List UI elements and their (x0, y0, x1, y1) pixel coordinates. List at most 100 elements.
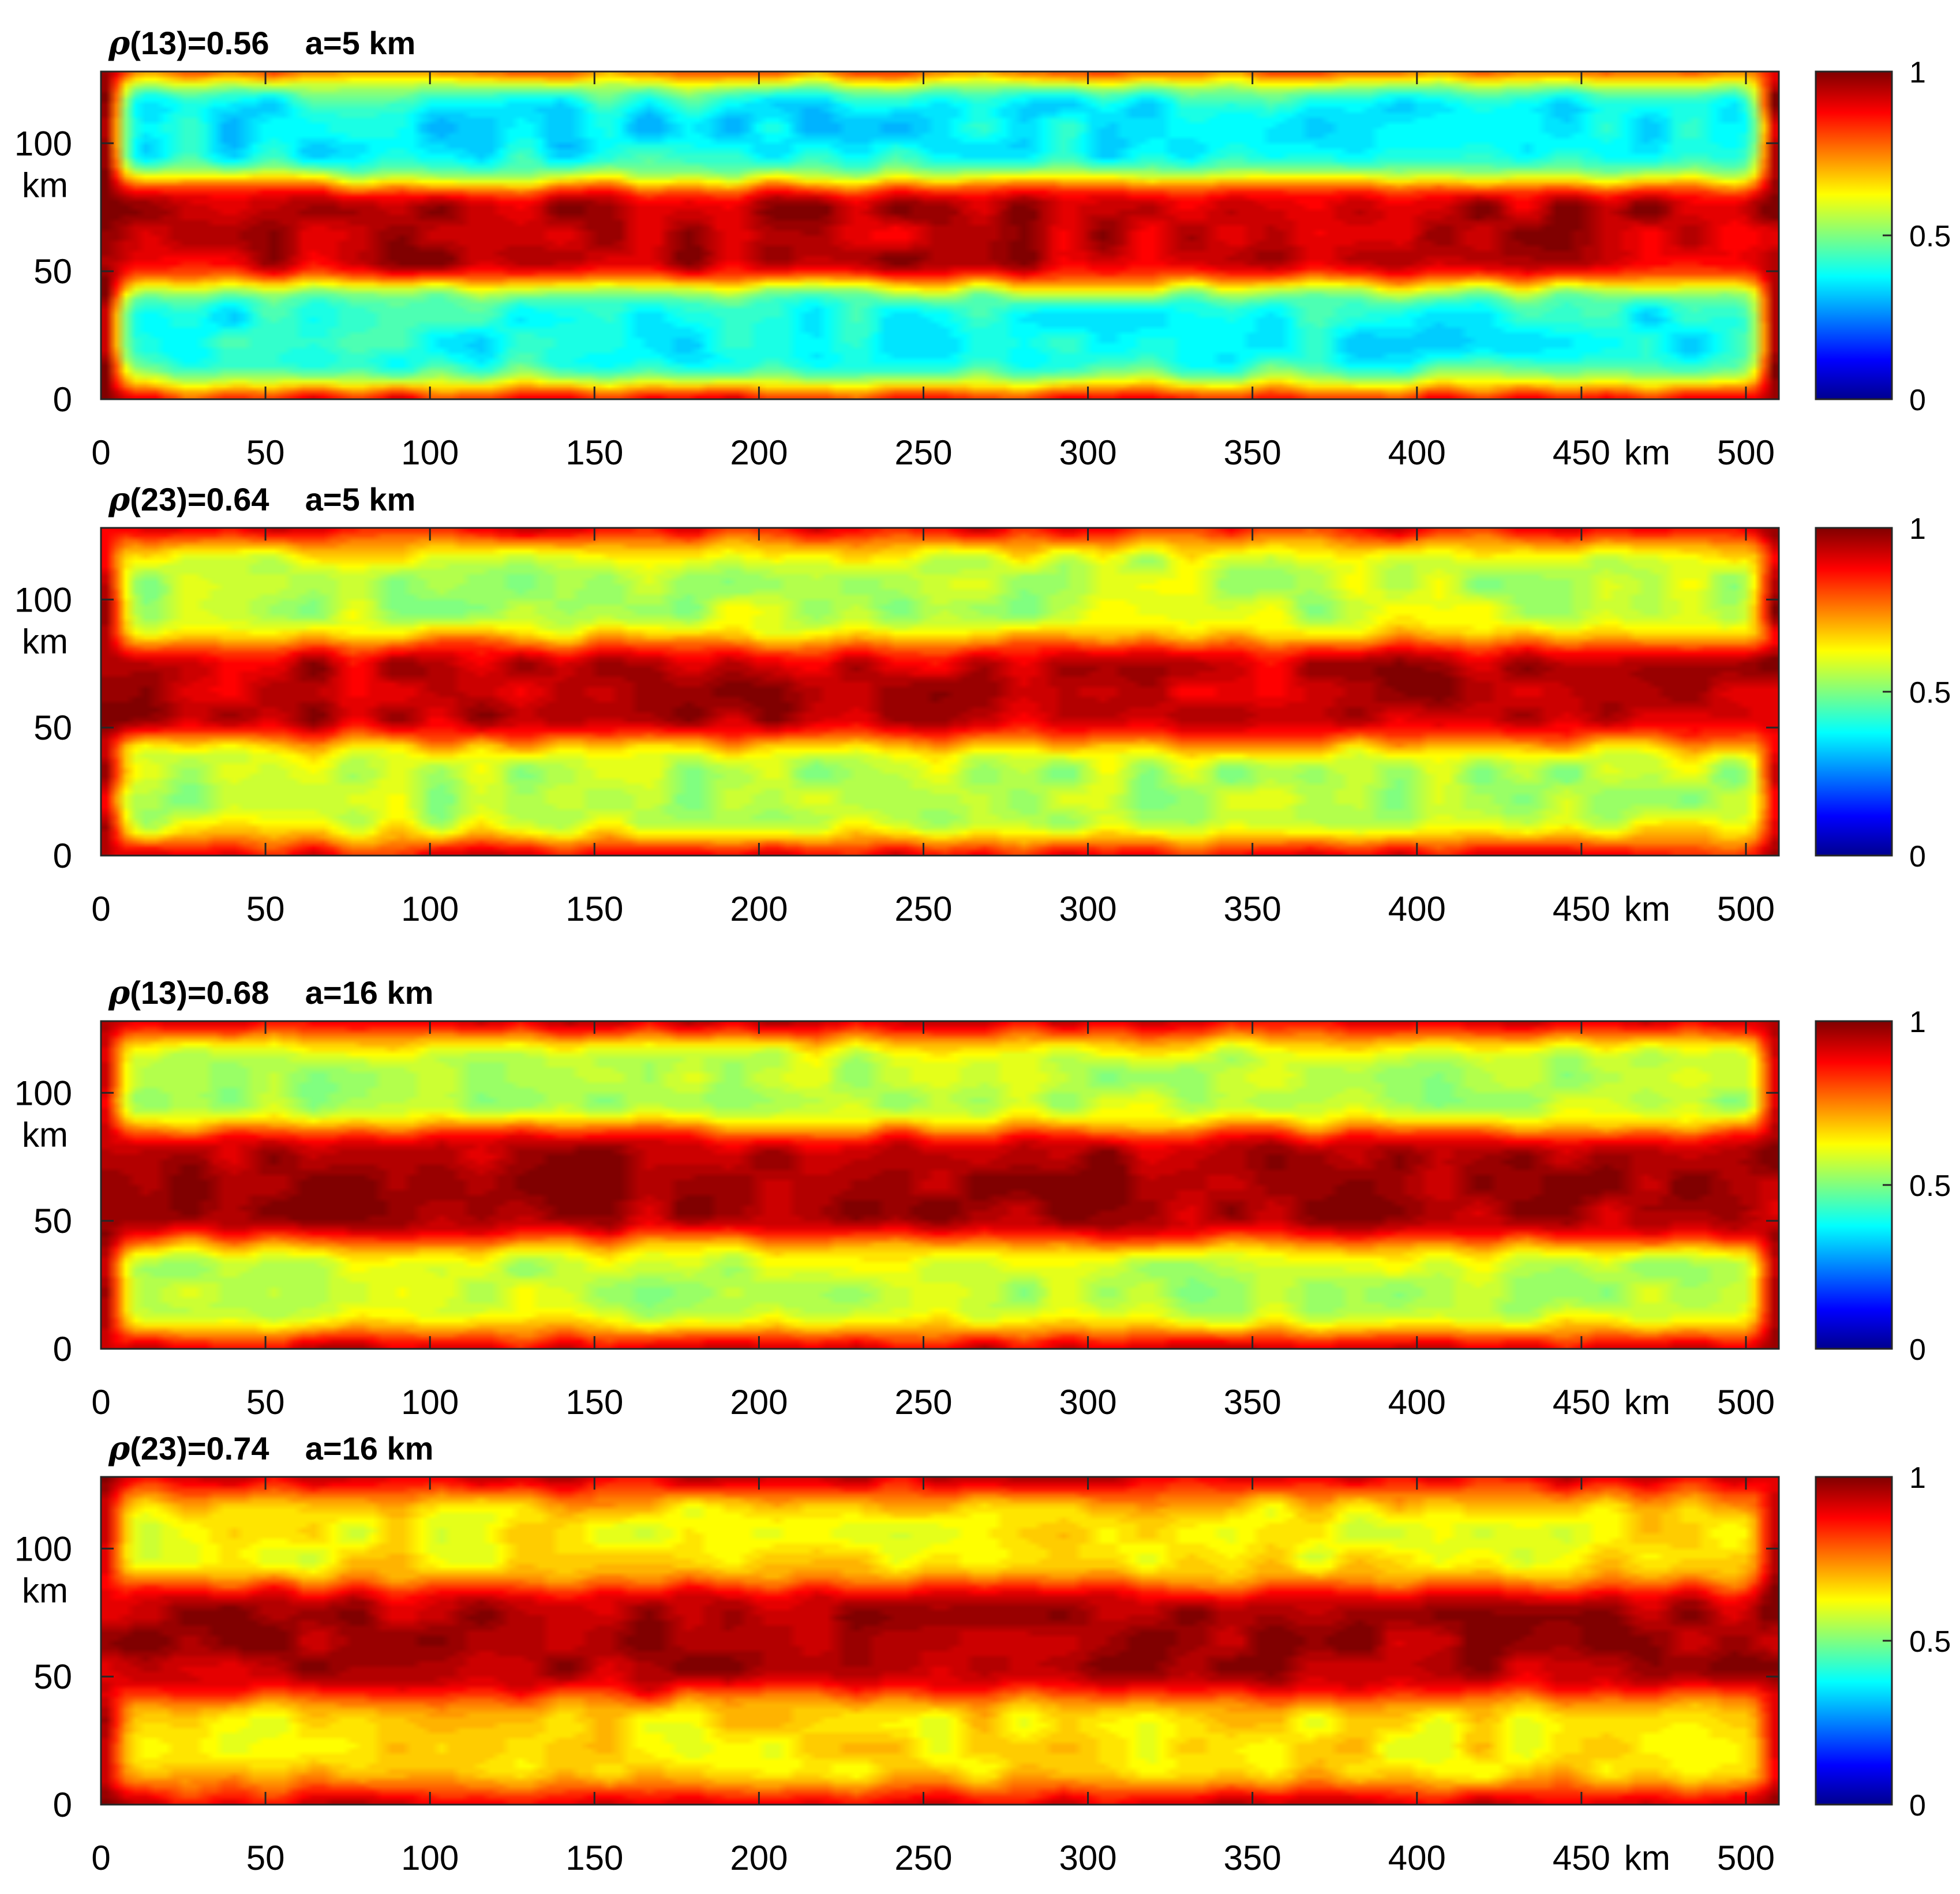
colorbar-tick-label: 1 (1909, 56, 1926, 89)
x-unit-label: km (1624, 1383, 1670, 1422)
x-tick-label: 150 (565, 1839, 623, 1877)
title-symbol: ρ (108, 974, 130, 1012)
y-tick-label: 100 (14, 1074, 72, 1112)
x-tick-label: 400 (1388, 890, 1446, 928)
x-tick-label: 350 (1224, 1383, 1281, 1422)
x-unit-label: km (1624, 433, 1670, 472)
x-tick-label: 500 (1717, 890, 1775, 928)
x-tick-label: 200 (730, 1383, 788, 1422)
x-tick-label: 350 (1224, 433, 1281, 472)
panel-title: ρ(23)=0.64 a=5 km (108, 481, 415, 519)
y-tick-label: 50 (33, 1202, 72, 1240)
y-tick-label: 100 (14, 1529, 72, 1568)
x-tick-label: 0 (91, 890, 110, 928)
y-unit-label: km (22, 622, 68, 661)
axes-frame (100, 1476, 1780, 1806)
colorbar (1815, 1476, 1893, 1806)
title-symbol: ρ (108, 481, 130, 519)
title-symbol: ρ (108, 24, 130, 62)
x-tick-label: 150 (565, 1383, 623, 1422)
panel-title: ρ(13)=0.56 a=5 km (108, 24, 415, 62)
title-text: (13)=0.56 a=5 km (130, 25, 415, 61)
x-tick-label: 100 (401, 1383, 459, 1422)
y-tick-label: 50 (33, 708, 72, 747)
x-tick-label: 300 (1059, 433, 1117, 472)
x-tick-label: 100 (401, 433, 459, 472)
x-tick-label: 0 (91, 1839, 110, 1877)
x-tick-label: 500 (1717, 1383, 1775, 1422)
x-tick-label: 250 (894, 1839, 952, 1877)
x-tick-label: 300 (1059, 1839, 1117, 1877)
y-tick-label: 0 (53, 380, 72, 419)
colorbar-tick-label: 1 (1909, 512, 1926, 546)
x-tick-label: 500 (1717, 1839, 1775, 1877)
x-tick-label: 250 (894, 433, 952, 472)
x-tick-label: 300 (1059, 1383, 1117, 1422)
heatmap-image (101, 528, 1779, 856)
panel-4: 0 50 100 150 200 250 300 350 400 450 500km050100km… (14, 1430, 1951, 1877)
axes-frame (100, 1020, 1780, 1350)
title-symbol: ρ (108, 1430, 130, 1468)
x-tick-label: 250 (894, 1383, 952, 1422)
x-tick-label: 200 (730, 1839, 788, 1877)
x-tick-label: 300 (1059, 890, 1117, 928)
x-tick-label: 450 (1553, 433, 1610, 472)
heatmap-image (101, 1021, 1779, 1349)
x-tick-label: 250 (894, 890, 952, 928)
panel-1: 0 50 100 150 200 250 300 350 400 450 500km050100km… (14, 24, 1951, 472)
colorbar-tick-label: 0 (1909, 1789, 1926, 1822)
colorbar-tick-label: 0 (1909, 840, 1926, 873)
x-tick-label: 0 (91, 433, 110, 472)
x-tick-label: 200 (730, 433, 788, 472)
x-unit-label: km (1624, 890, 1670, 928)
y-tick-label: 0 (53, 1786, 72, 1824)
panel-title: ρ(13)=0.68 a=16 km (108, 974, 433, 1012)
y-tick-label: 100 (14, 124, 72, 163)
x-tick-label: 200 (730, 890, 788, 928)
x-tick-label: 350 (1224, 890, 1281, 928)
colorbar (1815, 1020, 1893, 1350)
colorbar-tick-label: 0 (1909, 384, 1926, 417)
x-tick-label: 400 (1388, 433, 1446, 472)
y-unit-label: km (22, 1571, 68, 1610)
x-tick-label: 150 (565, 433, 623, 472)
x-tick-label: 450 (1553, 890, 1610, 928)
x-tick-label: 400 (1388, 1383, 1446, 1422)
colorbar-tick-label: 0 (1909, 1333, 1926, 1367)
colorbar-tick-label: 0.5 (1909, 676, 1951, 710)
y-tick-label: 100 (14, 580, 72, 619)
colorbar-tick-label: 1 (1909, 1006, 1926, 1039)
x-tick-label: 50 (246, 890, 285, 928)
colorbar-tick-label: 1 (1909, 1461, 1926, 1495)
axes-frame (100, 70, 1780, 400)
x-tick-label: 450 (1553, 1383, 1610, 1422)
x-tick-label: 500 (1717, 433, 1775, 472)
x-tick-label: 350 (1224, 1839, 1281, 1877)
y-unit-label: km (22, 166, 68, 204)
x-tick-label: 150 (565, 890, 623, 928)
title-text: (13)=0.68 a=16 km (130, 974, 433, 1011)
x-tick-label: 50 (246, 1383, 285, 1422)
title-text: (23)=0.74 a=16 km (130, 1430, 433, 1467)
y-tick-label: 50 (33, 1657, 72, 1696)
panel-3: 0 50 100 150 200 250 300 350 400 450 500km050100km… (14, 974, 1951, 1422)
y-tick-label: 0 (53, 837, 72, 875)
panel-2: 0 50 100 150 200 250 300 350 400 450 500km050100km… (14, 481, 1951, 928)
y-unit-label: km (22, 1115, 68, 1154)
panel-title: ρ(23)=0.74 a=16 km (108, 1430, 433, 1468)
x-tick-label: 50 (246, 433, 285, 472)
x-tick-label: 50 (246, 1839, 285, 1877)
x-tick-label: 100 (401, 1839, 459, 1877)
x-tick-label: 100 (401, 890, 459, 928)
x-tick-label: 450 (1553, 1839, 1610, 1877)
colorbar (1815, 527, 1893, 857)
axes-frame (100, 527, 1780, 857)
y-tick-label: 50 (33, 252, 72, 291)
colorbar-tick-label: 0.5 (1909, 220, 1951, 253)
x-unit-label: km (1624, 1839, 1670, 1877)
colorbar-tick-label: 0.5 (1909, 1625, 1951, 1659)
colorbar (1815, 70, 1893, 400)
x-tick-label: 400 (1388, 1839, 1446, 1877)
colorbar-tick-label: 0.5 (1909, 1169, 1951, 1203)
